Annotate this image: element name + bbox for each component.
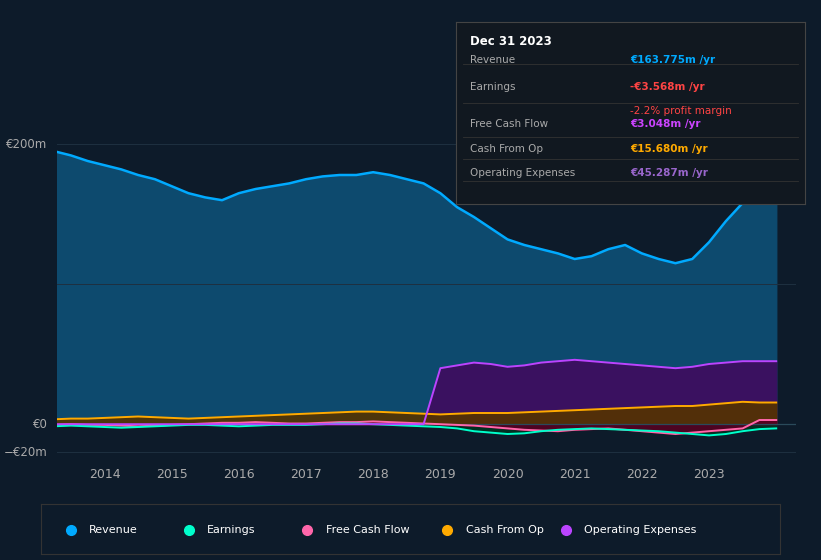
Text: -€3.568m /yr: -€3.568m /yr xyxy=(631,82,704,92)
Text: Free Cash Flow: Free Cash Flow xyxy=(325,525,409,535)
Text: €3.048m /yr: €3.048m /yr xyxy=(631,119,700,129)
Text: Operating Expenses: Operating Expenses xyxy=(585,525,696,535)
Text: €200m: €200m xyxy=(6,138,48,151)
Text: Cash From Op: Cash From Op xyxy=(466,525,544,535)
Text: Operating Expenses: Operating Expenses xyxy=(470,168,575,178)
Text: Cash From Op: Cash From Op xyxy=(470,144,543,155)
Text: Earnings: Earnings xyxy=(470,82,515,92)
Text: Revenue: Revenue xyxy=(89,525,138,535)
Text: €15.680m /yr: €15.680m /yr xyxy=(631,144,708,155)
Text: Revenue: Revenue xyxy=(470,55,515,65)
Text: −€20m: −€20m xyxy=(3,446,48,459)
Text: Free Cash Flow: Free Cash Flow xyxy=(470,119,548,129)
Text: €0: €0 xyxy=(33,418,48,431)
Text: Dec 31 2023: Dec 31 2023 xyxy=(470,35,552,48)
Text: Earnings: Earnings xyxy=(208,525,256,535)
Text: €45.287m /yr: €45.287m /yr xyxy=(631,168,708,178)
Text: €163.775m /yr: €163.775m /yr xyxy=(631,55,715,65)
Text: -2.2% profit margin: -2.2% profit margin xyxy=(631,106,732,116)
